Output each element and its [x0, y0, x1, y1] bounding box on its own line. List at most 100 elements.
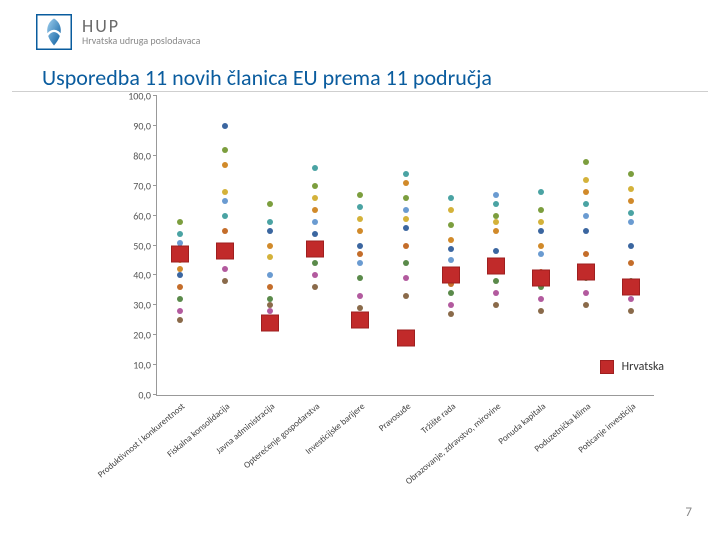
data-dot: [538, 189, 544, 195]
data-dot: [583, 290, 589, 296]
data-dot: [493, 290, 499, 296]
ytick-mark: [153, 125, 157, 126]
data-dot: [403, 225, 409, 231]
ytick-mark: [153, 364, 157, 365]
org-acronym: HUP: [82, 17, 200, 35]
data-dot: [448, 195, 454, 201]
data-dot: [357, 260, 363, 266]
data-dot: [403, 243, 409, 249]
croatia-marker: [577, 264, 595, 281]
croatia-marker: [622, 279, 640, 296]
data-dot: [403, 275, 409, 281]
data-dot: [177, 284, 183, 290]
data-dot: [538, 251, 544, 257]
data-dot: [357, 251, 363, 257]
data-dot: [493, 228, 499, 234]
data-dot: [583, 213, 589, 219]
data-dot: [448, 222, 454, 228]
page-title: Usporedba 11 novih članica EU prema 11 p…: [12, 56, 708, 92]
data-dot: [267, 308, 273, 314]
data-dot: [448, 246, 454, 252]
data-dot: [222, 266, 228, 272]
legend-label: Hrvatska: [622, 360, 664, 374]
data-dot: [628, 308, 634, 314]
data-dot: [267, 284, 273, 290]
data-dot: [403, 180, 409, 186]
data-dot: [538, 308, 544, 314]
hup-logo-icon: [36, 14, 72, 50]
data-dot: [583, 189, 589, 195]
data-dot: [583, 159, 589, 165]
data-dot: [493, 201, 499, 207]
data-dot: [312, 284, 318, 290]
plot-area: 0,010,020,030,040,050,060,070,080,090,01…: [156, 96, 654, 396]
org-text: HUP Hrvatska udruga poslodavaca: [82, 17, 200, 47]
data-dot: [267, 228, 273, 234]
data-dot: [583, 228, 589, 234]
data-dot: [357, 204, 363, 210]
data-dot: [312, 183, 318, 189]
croatia-marker: [306, 240, 324, 257]
ytick-mark: [153, 334, 157, 335]
ytick-mark: [153, 394, 157, 395]
ytick-label: 10,0: [133, 359, 157, 372]
ytick-mark: [153, 215, 157, 216]
data-dot: [403, 195, 409, 201]
croatia-marker: [397, 330, 415, 347]
scatter-chart: 0,010,020,030,040,050,060,070,080,090,01…: [100, 96, 654, 396]
ytick-label: 60,0: [133, 209, 157, 222]
data-dot: [583, 177, 589, 183]
data-dot: [177, 272, 183, 278]
ytick-mark: [153, 95, 157, 96]
legend: Hrvatska: [600, 360, 664, 374]
ytick-label: 100,0: [128, 90, 157, 103]
data-dot: [177, 296, 183, 302]
data-dot: [493, 192, 499, 198]
data-dot: [403, 293, 409, 299]
page-number: 7: [685, 505, 692, 520]
data-dot: [448, 237, 454, 243]
data-dot: [538, 228, 544, 234]
ytick-label: 30,0: [133, 299, 157, 312]
ytick-label: 50,0: [133, 239, 157, 252]
data-dot: [267, 254, 273, 260]
xlabel: Pravosuđe: [376, 401, 412, 434]
ytick-label: 90,0: [133, 119, 157, 132]
data-dot: [493, 219, 499, 225]
data-dot: [267, 201, 273, 207]
ytick-label: 40,0: [133, 269, 157, 282]
data-dot: [448, 257, 454, 263]
data-dot: [448, 311, 454, 317]
data-dot: [177, 308, 183, 314]
data-dot: [403, 260, 409, 266]
data-dot: [448, 290, 454, 296]
data-dot: [222, 123, 228, 129]
xlabel: Obrazovanje, zdravstvo, mirovine: [403, 401, 503, 487]
data-dot: [448, 207, 454, 213]
data-dot: [583, 251, 589, 257]
data-dot: [222, 278, 228, 284]
data-dot: [222, 162, 228, 168]
croatia-marker: [442, 267, 460, 284]
data-dot: [357, 275, 363, 281]
xlabel: Opterećenje gospodarstva: [242, 401, 322, 471]
ytick-label: 0,0: [138, 389, 157, 402]
xlabel: Produktivnost i konkurentnost: [95, 401, 186, 480]
ytick-label: 20,0: [133, 329, 157, 342]
data-dot: [538, 207, 544, 213]
data-dot: [267, 219, 273, 225]
data-dot: [493, 278, 499, 284]
data-dot: [628, 296, 634, 302]
data-dot: [312, 272, 318, 278]
data-dot: [312, 260, 318, 266]
data-dot: [538, 243, 544, 249]
croatia-marker: [171, 246, 189, 263]
data-dot: [177, 317, 183, 323]
data-dot: [222, 198, 228, 204]
data-dot: [628, 171, 634, 177]
data-dot: [493, 302, 499, 308]
ytick-mark: [153, 304, 157, 305]
data-dot: [628, 260, 634, 266]
data-dot: [177, 219, 183, 225]
data-dot: [177, 231, 183, 237]
